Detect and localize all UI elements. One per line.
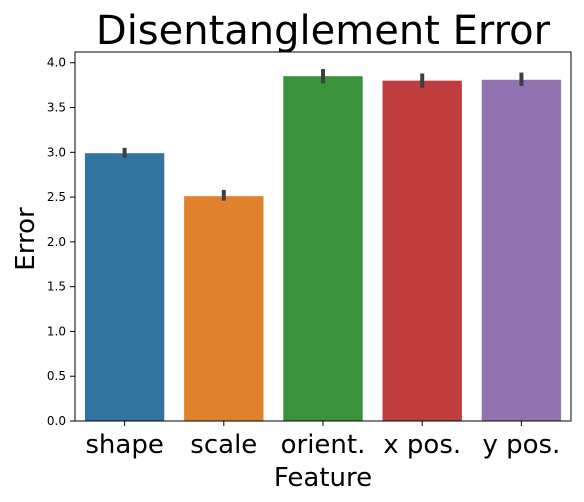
- y-tick-label-8: 4.0: [47, 56, 66, 70]
- y-axis: 0.0 0.5 1.0 1.5 2.0 2.5 3.0 3.5 4.0: [47, 56, 75, 428]
- x-tick-label-1: scale: [190, 430, 257, 460]
- y-tick-label-7: 3.5: [47, 101, 66, 115]
- bar-0: [84, 153, 165, 422]
- y-axis-label: Error: [11, 207, 41, 271]
- y-tick-label-4: 2.0: [47, 235, 66, 249]
- y-tick-label-2: 1.0: [47, 324, 66, 338]
- chart-title: Disentanglement Error: [96, 8, 551, 54]
- x-tick-label-2: orient.: [281, 430, 366, 460]
- x-axis: shape scale orient. x pos. y pos.: [85, 421, 560, 460]
- plot-area: [74, 51, 572, 422]
- y-tick-label-6: 3.0: [47, 145, 66, 159]
- y-tick-label-0: 0.0: [47, 414, 66, 428]
- x-axis-label: Feature: [274, 463, 372, 493]
- x-tick-label-4: y pos.: [482, 430, 560, 460]
- bar-3: [382, 80, 462, 422]
- bar-1: [184, 196, 264, 421]
- y-tick-label-1: 0.5: [47, 369, 66, 383]
- x-tick-label-0: shape: [85, 430, 163, 460]
- bar-4: [481, 79, 562, 422]
- bar-2: [283, 76, 363, 421]
- x-tick-label-3: x pos.: [383, 430, 461, 460]
- y-tick-label-3: 1.5: [47, 280, 66, 294]
- y-tick-label-5: 2.5: [47, 190, 66, 204]
